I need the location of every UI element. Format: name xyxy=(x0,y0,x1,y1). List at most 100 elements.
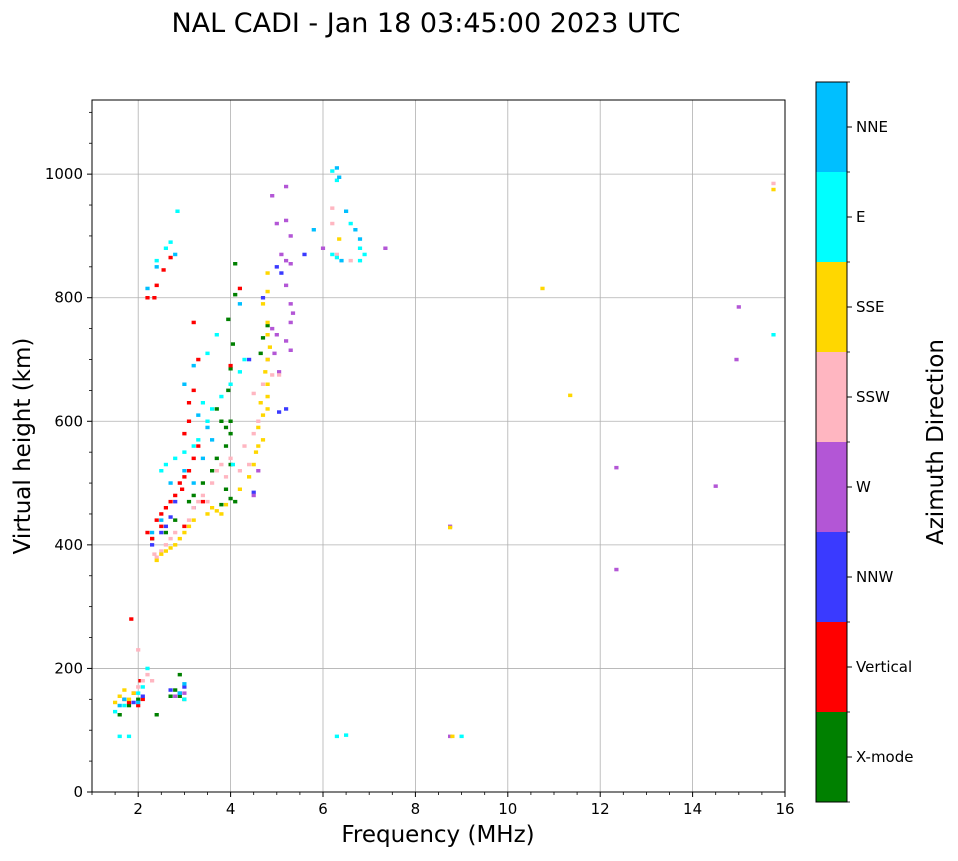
echo-point xyxy=(182,469,187,473)
echo-point xyxy=(210,469,215,473)
echo-point xyxy=(448,525,453,530)
echo-point xyxy=(226,317,231,322)
colorbar-swatch xyxy=(816,172,847,262)
echo-point xyxy=(223,444,229,448)
echo-point xyxy=(136,648,141,652)
echo-point xyxy=(288,262,293,266)
echo-point xyxy=(450,734,455,739)
echo-point xyxy=(177,536,182,541)
data-marks xyxy=(113,166,776,739)
echo-point xyxy=(736,305,741,309)
echo-point xyxy=(334,178,339,183)
echo-point xyxy=(288,234,293,238)
echo-point xyxy=(159,518,164,522)
echo-point xyxy=(191,363,196,368)
echo-point xyxy=(253,450,259,454)
echo-point xyxy=(242,357,247,362)
echo-point xyxy=(265,407,270,411)
echo-point xyxy=(205,351,210,356)
echo-point xyxy=(337,237,342,241)
echo-point xyxy=(163,246,168,250)
echo-point xyxy=(180,487,185,491)
colorbar-category-label: SSE xyxy=(856,298,885,316)
echo-point xyxy=(219,512,224,516)
echo-point xyxy=(145,666,150,671)
colorbar-category-label: X-mode xyxy=(856,748,913,766)
echo-point xyxy=(219,502,224,507)
echo-point xyxy=(173,252,178,257)
echo-point xyxy=(154,713,159,717)
colorbar-swatch xyxy=(816,352,847,442)
echo-point xyxy=(219,394,224,399)
echo-point xyxy=(152,296,157,300)
echo-point xyxy=(274,221,279,226)
echo-point xyxy=(357,237,363,241)
y-tick-label: 400 xyxy=(54,536,83,554)
echo-point xyxy=(150,679,155,683)
echo-point xyxy=(159,524,164,529)
echo-point xyxy=(256,469,261,473)
echo-point xyxy=(237,286,242,291)
echo-point xyxy=(205,425,210,430)
echo-point xyxy=(117,713,122,717)
echo-point xyxy=(136,685,141,689)
echo-point xyxy=(140,697,145,702)
echo-point xyxy=(117,734,122,739)
colorbar-category-label: NNW xyxy=(856,568,893,586)
colorbar-category-label: W xyxy=(856,478,871,496)
echo-point xyxy=(256,444,261,448)
echo-point xyxy=(163,462,168,467)
echo-point xyxy=(265,320,270,325)
echo-point xyxy=(330,169,335,173)
echo-point xyxy=(159,552,164,556)
colorbar: X-mode Vertical NNW W SSW SSE E NNE xyxy=(815,81,913,803)
echo-point xyxy=(223,475,229,479)
echo-point xyxy=(182,682,187,686)
echo-point xyxy=(173,688,178,692)
echo-point xyxy=(154,518,159,522)
echo-point xyxy=(230,462,235,467)
echo-point xyxy=(136,703,141,708)
echo-point xyxy=(339,258,344,263)
echo-point xyxy=(177,694,182,698)
colorbar-swatch xyxy=(816,442,847,532)
colorbar-swatch xyxy=(816,622,847,712)
echo-point xyxy=(200,401,205,405)
y-tick-label: 0 xyxy=(73,783,83,801)
y-tick-label: 600 xyxy=(54,412,83,430)
echo-point xyxy=(196,413,201,417)
echo-point xyxy=(219,462,224,467)
echo-point xyxy=(161,268,166,272)
echo-point xyxy=(154,558,159,563)
echo-point xyxy=(152,552,157,556)
echo-point xyxy=(173,530,178,535)
echo-point xyxy=(150,536,155,541)
echo-point xyxy=(237,487,242,491)
echo-point xyxy=(284,339,289,343)
echo-point xyxy=(200,481,205,485)
x-tick-label: 14 xyxy=(683,800,702,818)
echo-point xyxy=(357,258,363,263)
echo-point xyxy=(177,672,182,677)
echo-point xyxy=(284,218,289,223)
echo-point xyxy=(230,342,235,346)
x-tick-label: 8 xyxy=(411,800,421,818)
echo-point xyxy=(258,401,263,405)
echo-point xyxy=(175,209,180,213)
echo-point xyxy=(159,469,164,473)
echo-point xyxy=(288,302,293,306)
echo-point xyxy=(126,734,132,739)
echo-point xyxy=(150,530,155,535)
echo-point xyxy=(173,493,178,498)
echo-point xyxy=(334,255,339,260)
echo-point xyxy=(182,685,187,689)
echo-point xyxy=(226,388,231,393)
chart-title: NAL CADI - Jan 18 03:45:00 2023 UTC xyxy=(171,8,680,39)
echo-point xyxy=(182,691,187,695)
echo-point xyxy=(191,320,196,325)
echo-point xyxy=(173,518,178,522)
echo-point xyxy=(233,292,238,297)
echo-point xyxy=(168,694,173,698)
echo-point xyxy=(330,206,335,210)
